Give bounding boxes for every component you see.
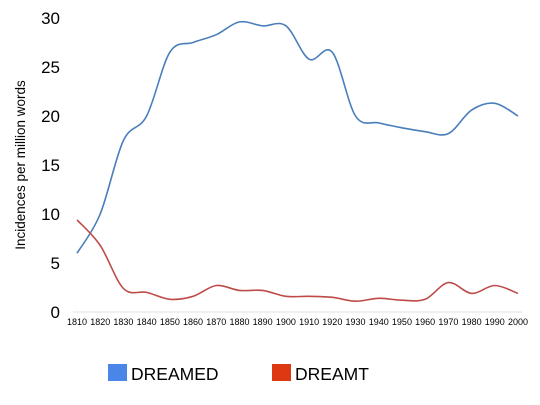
legend-swatch-dreamed [108, 364, 127, 381]
y-tick-label: 30 [41, 9, 60, 28]
x-tick-label: 1950 [392, 317, 412, 327]
x-tick-label: 1910 [299, 317, 319, 327]
x-tick-label: 1970 [438, 317, 458, 327]
x-tick-label: 2000 [508, 317, 528, 327]
series-line-dreamed [76, 20, 519, 254]
y-tick-label: 25 [41, 58, 60, 77]
x-tick-label: 1820 [90, 317, 110, 327]
x-tick-label: 1870 [206, 317, 226, 327]
x-tick-label: 1960 [415, 317, 435, 327]
x-tick-label: 1840 [137, 317, 157, 327]
x-tick-label: 1900 [276, 317, 296, 327]
x-tick-label: 1810 [67, 317, 87, 327]
x-tick-label: 1850 [160, 317, 180, 327]
x-tick-label: 1980 [462, 317, 482, 327]
y-axis-label: Incidences per million words [13, 80, 28, 250]
x-tick-label: 1930 [346, 317, 366, 327]
y-tick-label: 20 [41, 107, 60, 126]
legend-swatch-dreamt [272, 364, 291, 381]
x-tick-label: 1830 [113, 317, 133, 327]
x-tick-label: 1880 [229, 317, 249, 327]
x-tick-label: 1920 [322, 317, 342, 327]
legend-label-dreamt: DREAMT [295, 364, 369, 384]
y-tick-label: 10 [41, 205, 60, 224]
x-tick-label: 1890 [253, 317, 273, 327]
x-tick-label: 1860 [183, 317, 203, 327]
y-tick-label: 5 [51, 254, 60, 273]
legend-label-dreamed: DREAMED [131, 364, 219, 384]
series-line-dreamt [76, 219, 519, 303]
y-tick-labels: 0 5 10 15 20 25 30 [41, 9, 60, 322]
y-tick-label: 15 [41, 156, 60, 175]
y-tick-label: 0 [51, 303, 60, 322]
legend: DREAMED DREAMT [108, 364, 369, 384]
series-lines [76, 20, 519, 303]
x-tick-label: 1940 [369, 317, 389, 327]
x-tick-labels: 1810 1820 1830 1840 1850 1860 1870 1880 1890 1900… [67, 317, 528, 327]
x-tick-label: 1990 [485, 317, 505, 327]
